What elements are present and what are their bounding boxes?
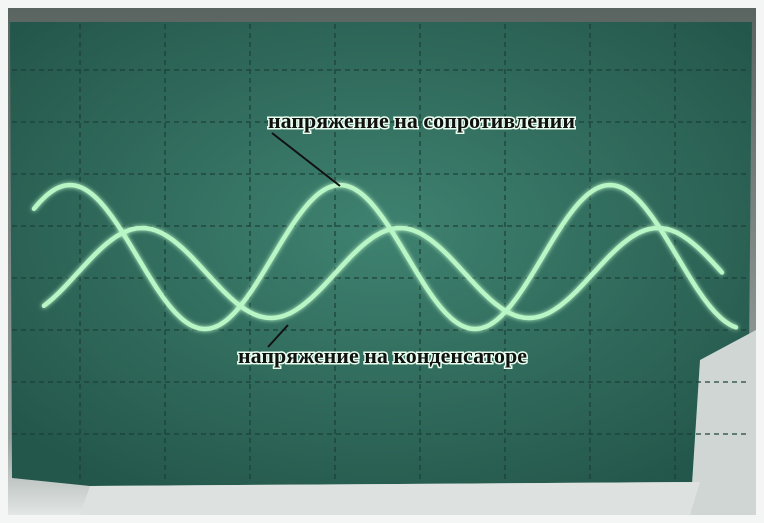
screen [10, 22, 752, 486]
page: напряжение на сопротивлении напряжение н… [0, 0, 764, 523]
bezel-bottom [80, 482, 700, 515]
oscilloscope-photo: напряжение на сопротивлении напряжение н… [0, 0, 764, 523]
annotation: напряжение на конденсаторе [238, 343, 527, 368]
annotation: напряжение на сопротивлении [268, 108, 575, 133]
